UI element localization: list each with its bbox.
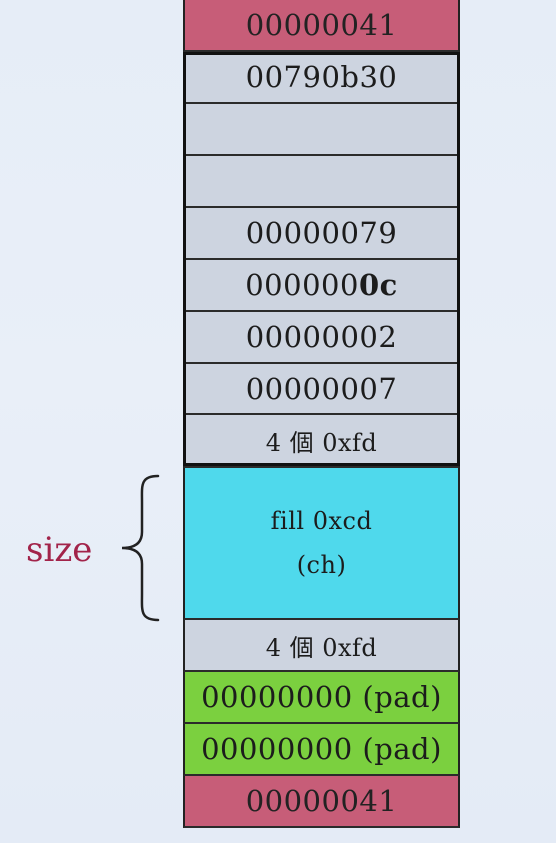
request-id-value: 00000007 [245,371,398,406]
next-pointer-value: 00790b30 [245,60,398,94]
user-data-type-label: (ch) [296,551,347,579]
request-id-cell: 00000007 [183,364,460,415]
data-size-cell: 0000000c [183,260,460,312]
bottom-guard-value: 00000041 [245,784,398,818]
pad-cell-2-value: 00000000 (pad) [201,732,442,766]
size-label: size [26,530,93,570]
data-size-bold-suffix: 0c [358,268,398,302]
top-guard-cell: 00000041 [183,0,460,52]
pad-cell-2: 00000000 (pad) [183,724,460,776]
top-guard-value: 00000041 [245,8,398,42]
user-data-fill-label: fill 0xcd [270,507,373,535]
line-number-value: 00000079 [245,216,398,250]
blank-cell-1 [183,104,460,156]
pad-cell-1: 00000000 (pad) [183,672,460,724]
next-pointer-cell: 00790b30 [183,52,460,104]
no-mans-land-after-cell: 4 個 0xfd [183,620,460,672]
blank-cell-2 [183,156,460,208]
bottom-guard-cell: 00000041 [183,776,460,828]
data-size-value: 0000000c [245,268,398,302]
size-brace-icon [121,474,160,622]
line-number-cell: 00000079 [183,208,460,260]
no-mans-land-before-cell: 4 個 0xfd [183,415,460,468]
block-type-cell: 00000002 [183,312,460,364]
pad-cell-1-value: 00000000 (pad) [201,680,442,714]
no-mans-land-after-value: 4 個 0xfd [265,633,378,662]
block-type-value: 00000002 [245,320,398,354]
user-data-cell: fill 0xcd (ch) [183,468,460,620]
data-size-prefix: 000000 [245,268,359,302]
no-mans-land-before-value: 4 個 0xfd [265,429,378,457]
